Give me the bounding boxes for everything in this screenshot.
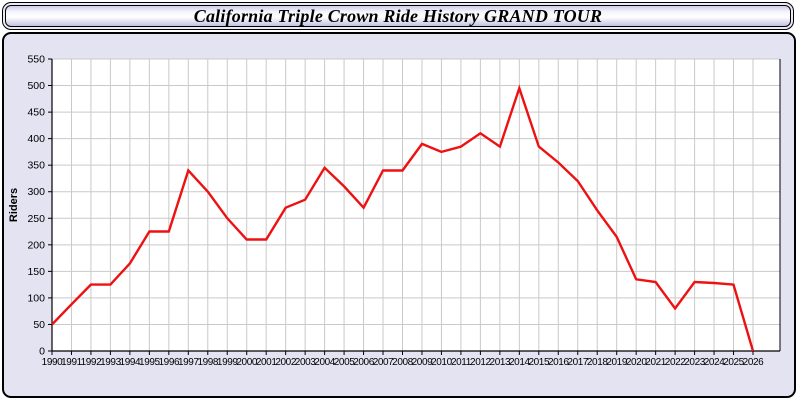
- y-tick-label: 550: [27, 54, 45, 66]
- y-tick-label: 50: [33, 319, 45, 331]
- x-tick-label: 2006: [353, 357, 374, 368]
- y-tick-label: 350: [27, 160, 45, 172]
- y-tick-label: 150: [27, 266, 45, 278]
- x-tick-label: 2018: [587, 357, 608, 368]
- x-tick-label: 2013: [490, 357, 511, 368]
- plot-area: [52, 59, 780, 351]
- y-axis-labels: 0 50 100 150 200 250 300 350 400 450 500 550: [27, 54, 52, 358]
- x-tick-label: 1996: [159, 357, 180, 368]
- x-tick-label: 2024: [704, 357, 725, 368]
- x-tick-label: 1993: [100, 357, 121, 368]
- x-tick-label: 2015: [528, 357, 549, 368]
- y-tick-label: 450: [27, 107, 45, 119]
- x-tick-label: 2019: [606, 357, 627, 368]
- x-tick-label: 1991: [61, 357, 82, 368]
- x-tick-label: 2021: [645, 357, 666, 368]
- x-tick-label: 2026: [743, 357, 764, 368]
- x-tick-label: 1997: [178, 357, 199, 368]
- x-tick-label: 2012: [470, 357, 491, 368]
- x-tick-label: 2014: [509, 357, 530, 368]
- y-axis-title: Riders: [8, 188, 20, 222]
- y-tick-label: 0: [39, 346, 45, 358]
- x-tick-label: 1994: [120, 357, 141, 368]
- x-tick-label: 2001: [256, 357, 277, 368]
- x-axis-labels: 1990199119921993199419951996199719981999…: [42, 351, 765, 368]
- chart-panel: 0 50 100 150 200 250 300 350 400 450 500 550 1990 199…: [2, 32, 796, 398]
- riders-line: [51, 84, 755, 352]
- x-tick-label: 2016: [548, 357, 569, 368]
- x-tick-label: 2004: [314, 357, 335, 368]
- title-bar-frame: California Triple Crown Ride History GRA…: [2, 2, 794, 30]
- ride-history-chart: 0501001502002503003504004505005501990199…: [8, 54, 781, 368]
- x-tick-label: 2005: [334, 357, 355, 368]
- y-tick-label: 400: [27, 133, 45, 145]
- x-tick-label: 2009: [412, 357, 433, 368]
- x-tick-label: 1995: [139, 357, 160, 368]
- x-tick-label: 2020: [626, 357, 647, 368]
- x-tick-label: 2010: [431, 357, 452, 368]
- x-tick-label: 2007: [373, 357, 394, 368]
- y-tick-label: 500: [27, 80, 45, 92]
- plot-border: [51, 58, 781, 352]
- x-tick-label: 2011: [451, 357, 472, 368]
- x-tick-label: 1998: [197, 357, 218, 368]
- x-tick-label: 2008: [392, 357, 413, 368]
- x-tick-label: 1992: [81, 357, 102, 368]
- x-tick-label: 2022: [665, 357, 686, 368]
- x-tick-label: 1999: [217, 357, 238, 368]
- y-tick-label: 250: [27, 213, 45, 225]
- x-tick-label: 2017: [567, 357, 588, 368]
- y-tick-label: 100: [27, 292, 45, 304]
- x-tick-label: 2023: [684, 357, 705, 368]
- x-tick-label: 2002: [275, 357, 296, 368]
- y-tick-label: 300: [27, 186, 45, 198]
- title-bar: California Triple Crown Ride History GRA…: [5, 5, 791, 27]
- x-tick-label: 1990: [42, 357, 63, 368]
- y-tick-label: 200: [27, 239, 45, 251]
- x-tick-label: 2025: [723, 357, 744, 368]
- x-tick-label: 2003: [295, 357, 316, 368]
- x-tick-label: 2000: [236, 357, 257, 368]
- chart-title: California Triple Crown Ride History GRA…: [193, 5, 603, 26]
